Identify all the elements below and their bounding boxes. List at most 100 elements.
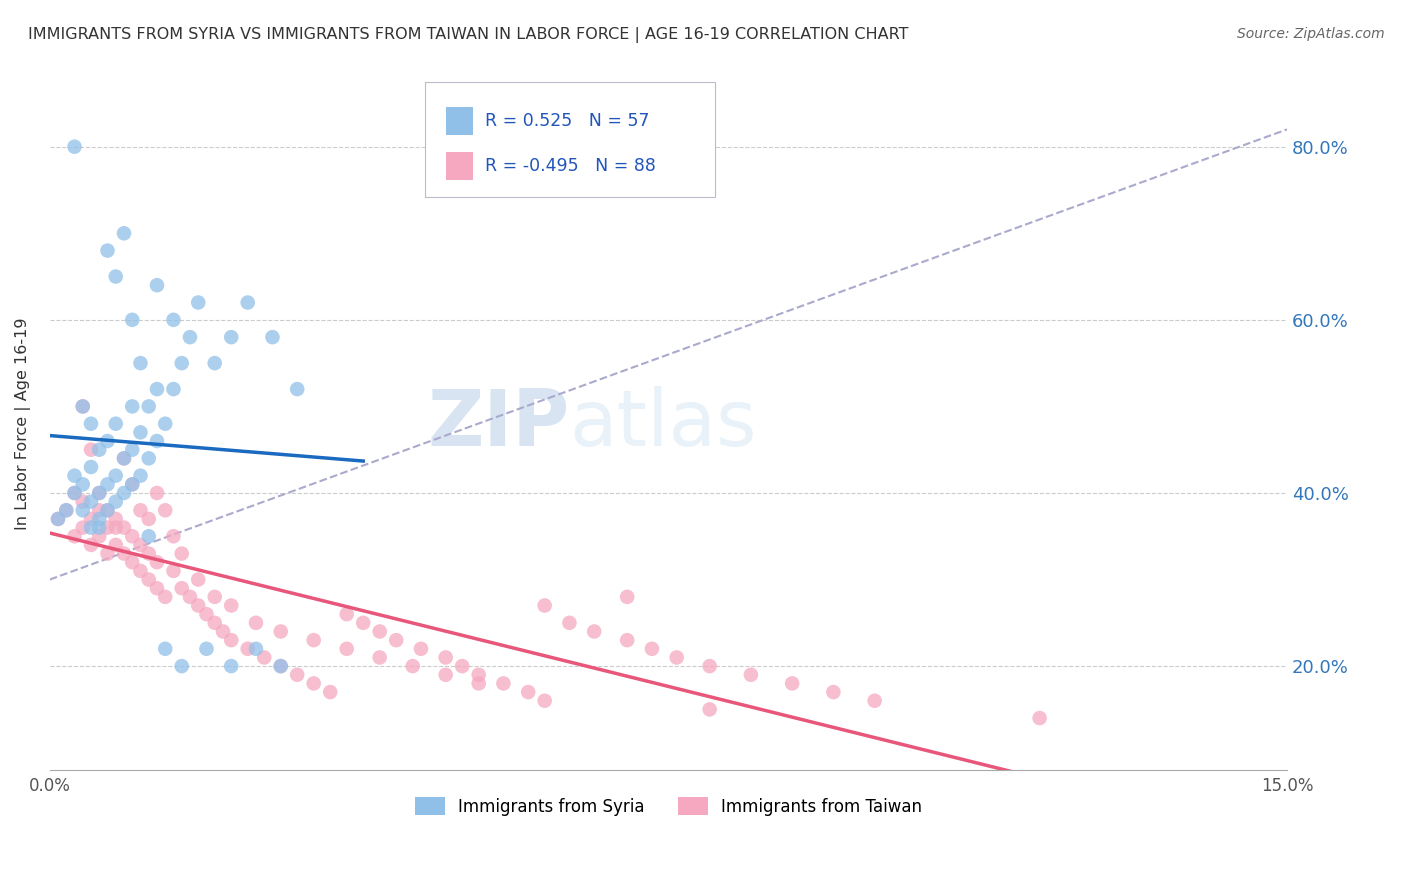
Legend: Immigrants from Syria, Immigrants from Taiwan: Immigrants from Syria, Immigrants from T… [406,789,931,824]
Point [780,676,803,690]
Point [262,330,284,344]
Point [96,547,118,561]
Point [89,442,111,457]
Point [138,451,160,466]
Point [270,624,292,639]
Point [138,512,160,526]
Point [179,330,201,344]
Point [96,477,118,491]
Point [863,694,886,708]
Point [89,512,111,526]
Point [146,382,169,396]
Point [616,633,638,648]
Point [146,581,169,595]
Point [187,573,209,587]
Point [195,607,218,622]
Point [146,555,169,569]
Point [451,659,474,673]
Point [129,356,152,370]
Point [112,520,135,534]
Point [72,520,94,534]
Point [80,520,103,534]
FancyBboxPatch shape [425,82,716,197]
Point [121,529,143,543]
Point [80,494,103,508]
Point [72,494,94,508]
Point [583,624,606,639]
Point [285,667,308,681]
Point [80,538,103,552]
Y-axis label: In Labor Force | Age 16-19: In Labor Force | Age 16-19 [15,318,31,530]
Point [96,520,118,534]
Point [270,659,292,673]
Point [204,590,226,604]
Point [72,400,94,414]
Point [434,650,457,665]
Point [740,667,762,681]
Point [187,599,209,613]
Point [467,667,489,681]
Point [467,676,489,690]
Point [89,520,111,534]
Point [104,269,127,284]
Point [112,451,135,466]
Point [558,615,581,630]
Bar [446,107,472,135]
Point [112,547,135,561]
Point [219,633,242,648]
Point [80,417,103,431]
Text: IMMIGRANTS FROM SYRIA VS IMMIGRANTS FROM TAIWAN IN LABOR FORCE | AGE 16-19 CORRE: IMMIGRANTS FROM SYRIA VS IMMIGRANTS FROM… [28,27,908,43]
Point [368,650,391,665]
Point [336,607,359,622]
Point [616,590,638,604]
Point [89,529,111,543]
Point [492,676,515,690]
Point [170,659,193,673]
Point [129,564,152,578]
Point [121,555,143,569]
Point [55,503,77,517]
Point [699,659,721,673]
Point [129,468,152,483]
Point [155,641,177,656]
Point [63,529,86,543]
Point [170,581,193,595]
Point [245,615,267,630]
Point [219,599,242,613]
Point [146,486,169,500]
Point [409,641,432,656]
Point [138,547,160,561]
Point [121,400,143,414]
Point [533,694,555,708]
Point [336,641,359,656]
Point [129,425,152,440]
Point [63,486,86,500]
Point [72,477,94,491]
Point [665,650,688,665]
Point [187,295,209,310]
Point [63,486,86,500]
Point [121,477,143,491]
Point [162,313,184,327]
Point [96,244,118,258]
Point [155,590,177,604]
Point [162,564,184,578]
Text: R = 0.525   N = 57: R = 0.525 N = 57 [485,112,650,130]
Point [96,434,118,448]
Point [121,442,143,457]
Point [96,503,118,517]
Point [517,685,540,699]
Point [212,624,235,639]
Point [352,615,374,630]
Point [236,641,259,656]
Point [89,486,111,500]
Point [368,624,391,639]
Point [641,641,664,656]
Point [302,633,325,648]
Point [72,400,94,414]
Point [219,659,242,673]
Point [146,278,169,293]
Text: Source: ZipAtlas.com: Source: ZipAtlas.com [1237,27,1385,41]
Text: ZIP: ZIP [427,385,569,462]
Point [302,676,325,690]
